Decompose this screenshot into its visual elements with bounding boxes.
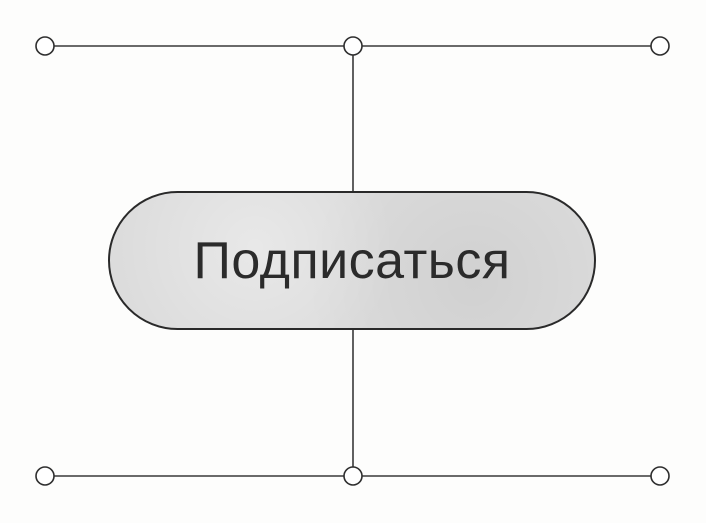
node-bottom-right bbox=[650, 466, 670, 486]
node-bottom-left bbox=[35, 466, 55, 486]
subscribe-button-label: Подписаться bbox=[193, 231, 511, 290]
node-top-center bbox=[343, 36, 363, 56]
node-top-right bbox=[650, 36, 670, 56]
node-bottom-center bbox=[343, 466, 363, 486]
node-top-left bbox=[35, 36, 55, 56]
subscribe-button[interactable]: Подписаться bbox=[108, 191, 596, 330]
